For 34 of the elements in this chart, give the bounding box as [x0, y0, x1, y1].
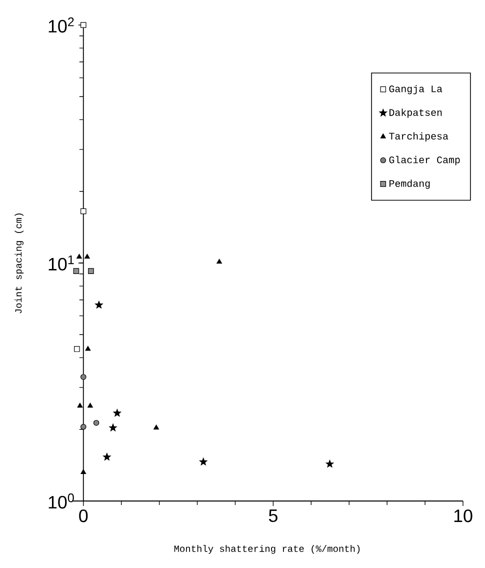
point: [326, 460, 334, 468]
point: [76, 254, 82, 259]
point: [80, 469, 86, 474]
point: [80, 424, 86, 430]
legend-label: Pemdang: [390, 180, 430, 189]
point: [216, 258, 222, 264]
point: [199, 458, 208, 466]
point: [154, 424, 159, 430]
x-tick-label: 10: [454, 509, 472, 522]
point: [80, 208, 86, 214]
x-tick-label: 0: [79, 509, 88, 522]
x-tick-label: 5: [268, 509, 278, 522]
legend-label: Tarchipesa: [389, 132, 448, 142]
legend-label: Dakpatsen: [390, 108, 442, 118]
point: [93, 420, 100, 426]
y-tick-label: 10$^{2}$: [48, 17, 74, 33]
point: [113, 409, 122, 416]
x-axis-title: Monthly shattering rate (%/month): [174, 544, 360, 554]
point: [74, 346, 80, 352]
point: [88, 402, 93, 408]
point: [77, 402, 83, 408]
point: [95, 300, 103, 308]
point: [73, 268, 80, 274]
point: [88, 268, 94, 274]
legend-label: Gangja La: [389, 84, 442, 94]
point: [84, 254, 90, 259]
y-tick-label: 10$^{1}$: [48, 255, 74, 271]
legend-label: Glacier Camp: [389, 156, 460, 166]
point: [80, 22, 86, 28]
point: [80, 374, 86, 380]
y-axis-title: Joint spacing (cm): [14, 213, 24, 314]
point: [103, 452, 111, 460]
point: [109, 424, 117, 432]
point: [85, 346, 91, 351]
